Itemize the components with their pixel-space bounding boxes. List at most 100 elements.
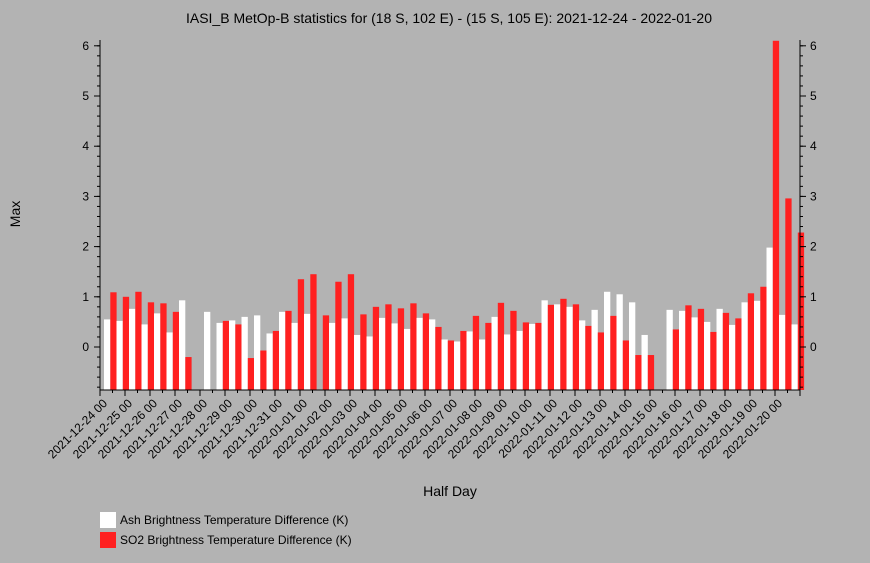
bar-so2: [522, 322, 530, 390]
bar-ash: [166, 332, 173, 390]
bar-so2: [785, 198, 792, 390]
legend-swatch-so2: [100, 532, 116, 548]
bar-so2: [597, 332, 605, 390]
bar-so2: [772, 40, 780, 390]
bar-so2: [447, 340, 455, 390]
bar-ash: [529, 323, 536, 390]
y-tick-label-right: 1: [810, 290, 817, 304]
bar-ash: [154, 313, 161, 390]
bar-ash: [766, 247, 773, 390]
y-axis-label: Max: [7, 201, 23, 227]
bar-ash: [141, 324, 148, 390]
bar-so2: [735, 318, 742, 390]
bar-so2: [610, 315, 617, 390]
bar-so2: [710, 331, 717, 390]
bar-so2: [260, 350, 267, 390]
y-tick-label-right: 4: [810, 139, 817, 153]
bar-so2: [247, 358, 255, 390]
bar-ash: [704, 321, 711, 390]
bar-so2: [622, 340, 630, 390]
legend-item-ash: Ash Brightness Temperature Difference (K…: [100, 512, 348, 528]
x-axis-label: Half Day: [423, 483, 477, 499]
bars-group: [104, 40, 805, 390]
bar-so2: [297, 279, 305, 390]
bar-so2: [747, 293, 755, 390]
bar-ash: [554, 304, 561, 390]
bar-so2: [235, 324, 242, 390]
chart-title: IASI_B MetOp-B statistics for (18 S, 102…: [186, 10, 712, 26]
bar-so2: [397, 308, 405, 390]
bar-so2: [760, 286, 767, 390]
y-tick-label-right: 5: [810, 89, 817, 103]
bar-so2: [172, 311, 180, 390]
bar-so2: [560, 298, 567, 390]
bar-ash: [479, 339, 486, 390]
bar-ash: [629, 302, 636, 390]
bar-ash: [579, 320, 586, 390]
bar-so2: [485, 322, 492, 390]
bar-ash: [441, 339, 448, 390]
bar-ash: [241, 316, 248, 390]
y-tick-label-left: 6: [82, 39, 89, 53]
bar-so2: [347, 274, 355, 390]
bar-so2: [635, 355, 642, 390]
y-tick-label-right: 2: [810, 240, 817, 254]
bar-ash: [266, 333, 273, 390]
bar-so2: [422, 313, 430, 390]
bar-so2: [697, 308, 705, 390]
bar-so2: [160, 303, 167, 390]
bar-so2: [472, 315, 480, 390]
bar-so2: [460, 330, 467, 390]
bar-ash: [754, 300, 761, 390]
bar-so2: [410, 303, 417, 390]
bar-ash: [404, 328, 411, 390]
bar-so2: [510, 310, 517, 390]
bar-ash: [641, 334, 648, 390]
y-tick-label-right: 3: [810, 189, 817, 203]
y-tick-label-left: 0: [82, 340, 89, 354]
bar-ash: [291, 322, 298, 390]
bar-ash: [566, 306, 573, 390]
bar-ash: [666, 309, 673, 390]
bar-so2: [272, 330, 280, 390]
bar-so2: [185, 357, 192, 390]
bar-so2: [285, 310, 292, 390]
bar-ash: [716, 308, 723, 390]
bar-ash: [116, 320, 123, 390]
bar-so2: [335, 281, 342, 390]
bar-so2: [110, 292, 117, 390]
bar-so2: [722, 312, 730, 390]
bar-so2: [147, 302, 155, 390]
bar-so2: [647, 355, 655, 390]
bar-so2: [547, 304, 555, 390]
bar-ash: [391, 323, 398, 390]
bar-ash: [591, 309, 598, 390]
bar-ash: [691, 317, 698, 390]
bar-so2: [435, 326, 442, 390]
y-tick-label-right: 6: [810, 39, 817, 53]
bar-ash: [779, 314, 786, 390]
bar-so2: [572, 304, 580, 390]
bar-ash: [454, 341, 461, 390]
y-tick-label-left: 3: [82, 189, 89, 203]
bar-so2: [535, 322, 542, 390]
legend-label-ash: Ash Brightness Temperature Difference (K…: [120, 513, 349, 527]
bar-so2: [135, 291, 142, 390]
bar-ash: [179, 300, 186, 390]
bar-ash: [104, 319, 111, 390]
bar-ash: [279, 311, 286, 390]
bar-ash: [129, 308, 136, 390]
bar-ash: [729, 324, 736, 390]
bar-ash: [379, 317, 386, 390]
bar-ash: [741, 302, 748, 390]
legend-swatch-ash: [100, 512, 116, 528]
bar-ash: [229, 320, 236, 390]
bar-so2: [685, 305, 692, 390]
bar-so2: [497, 302, 505, 390]
bar-ash: [254, 315, 261, 390]
bar-ash: [304, 313, 311, 390]
bar-so2: [797, 232, 805, 390]
bar-ash: [516, 330, 523, 390]
